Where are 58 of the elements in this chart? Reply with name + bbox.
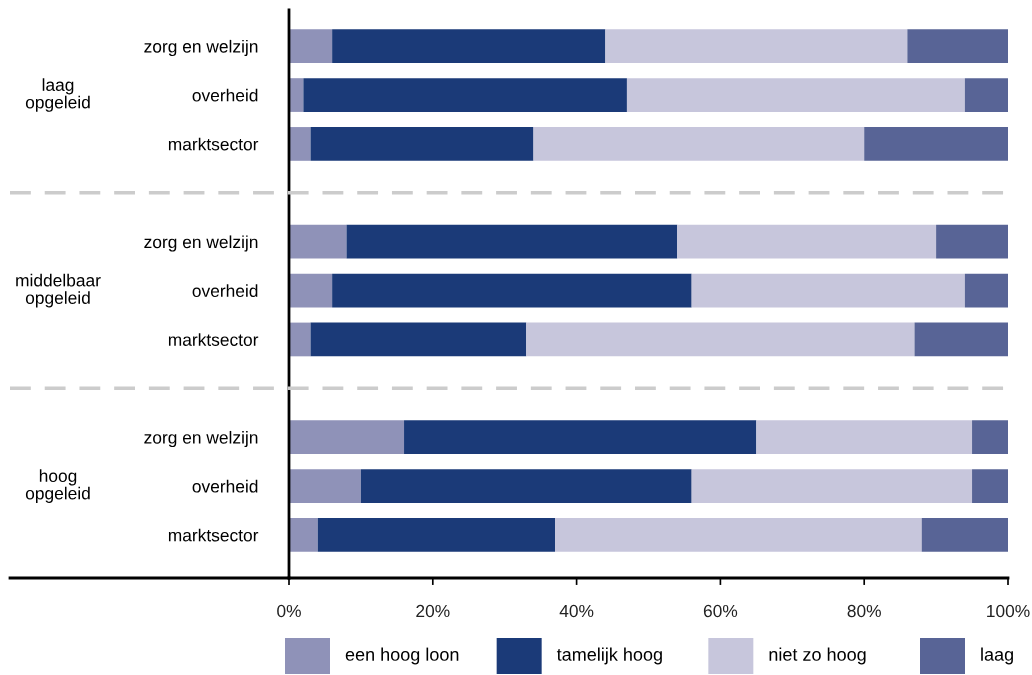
y-tick-label: overheid (192, 479, 258, 493)
bar (526, 322, 915, 357)
bar (289, 224, 347, 259)
x-tick-label: 60% (703, 604, 738, 618)
bar (756, 420, 973, 455)
bar (964, 273, 1008, 308)
x-tick-label: 20% (416, 604, 450, 618)
bar (677, 224, 937, 259)
legend-label: een hoog loon (345, 647, 459, 665)
text: middelbaar opgeleid (16, 273, 101, 308)
legend-label: tamelijk hoog (556, 647, 662, 665)
bar (310, 127, 534, 161)
bar (864, 127, 1008, 161)
x-tick-label: 100% (987, 604, 1030, 618)
bar (289, 469, 361, 503)
x-tick-label: 40% (559, 604, 594, 618)
x-tick-label: 80% (847, 604, 881, 618)
bar (404, 420, 757, 455)
y-tick-label: marktsector (168, 137, 259, 151)
bar (317, 518, 556, 552)
bar (914, 322, 1008, 357)
bar (332, 273, 692, 308)
y-tick-label: zorg en welzijn (144, 39, 258, 57)
bar (555, 518, 922, 552)
bar (289, 78, 304, 112)
bar (921, 518, 1008, 552)
bar (289, 29, 333, 64)
bar (533, 127, 865, 161)
bar (972, 469, 1008, 503)
bar (691, 273, 965, 308)
bar (289, 420, 405, 455)
y-tick-label: overheid (192, 88, 258, 102)
legend-label: laag (981, 647, 1013, 665)
bar (626, 78, 965, 112)
x-tick-label: 0% (277, 604, 301, 618)
bar (972, 420, 1008, 455)
bar (289, 127, 311, 161)
bar (346, 224, 678, 259)
y-tick-label: zorg en welzijn (144, 430, 258, 448)
y-tick-label: overheid (192, 284, 258, 298)
y-tick-label: marktsector (168, 333, 259, 346)
y-tick-label: zorg en welzijn (144, 235, 258, 252)
bar (691, 469, 973, 503)
y-tick-label: marktsector (168, 528, 259, 542)
text: laag opgeleid (25, 78, 90, 112)
bar (936, 224, 1008, 259)
bar (289, 273, 333, 308)
bar (289, 518, 318, 552)
legend-label: niet zo hoog (769, 647, 866, 665)
bar (289, 322, 311, 357)
bar (310, 322, 527, 357)
bar (907, 29, 1008, 64)
bar (605, 29, 908, 64)
bar (360, 469, 692, 503)
text: hoog opgeleid (25, 469, 90, 503)
bar (332, 29, 606, 64)
bar (964, 78, 1008, 112)
bar (303, 78, 627, 112)
